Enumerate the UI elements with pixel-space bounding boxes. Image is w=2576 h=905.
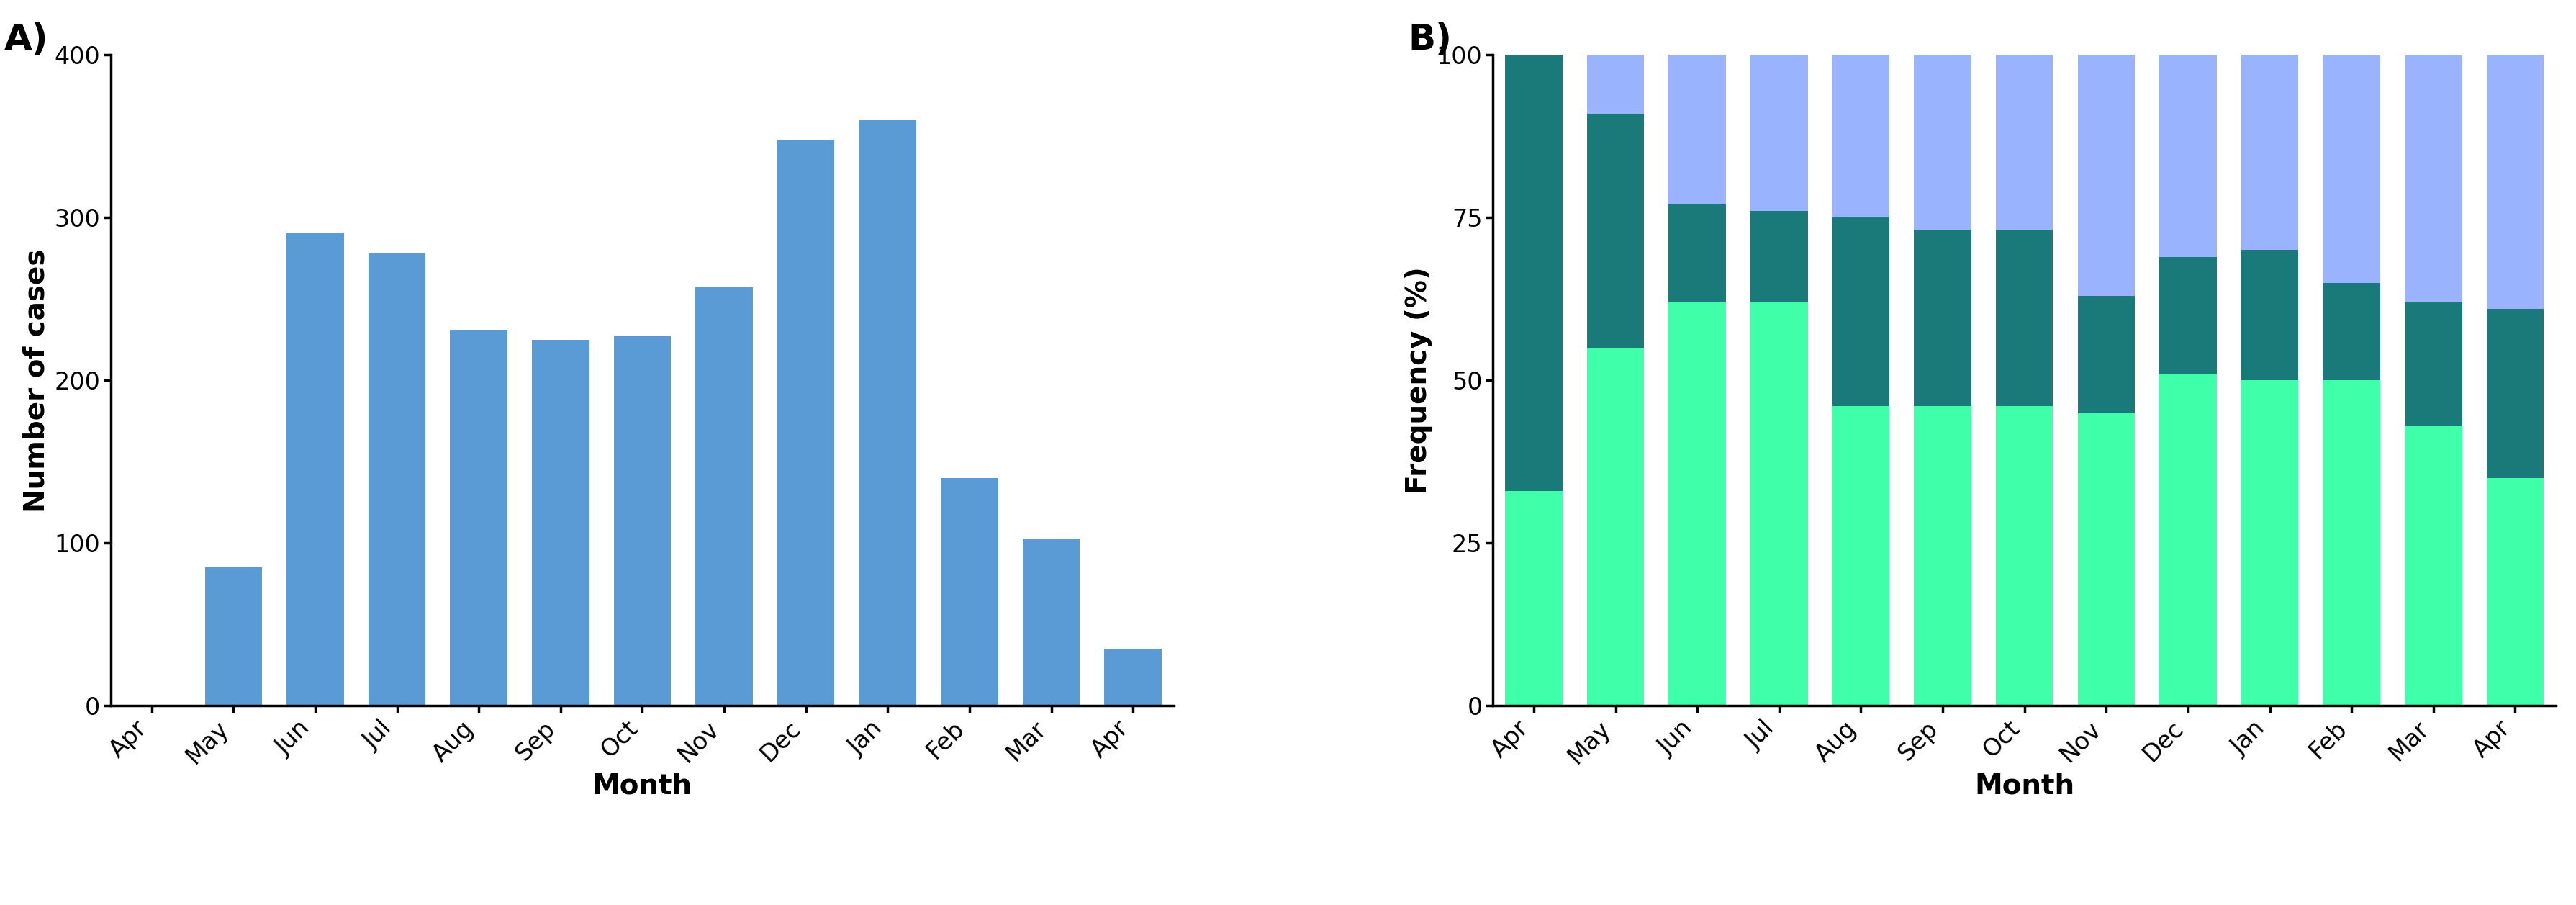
Bar	[1587, 55, 1643, 113]
Bar	[940, 478, 997, 706]
Bar	[204, 567, 263, 706]
Bar	[1752, 302, 1808, 706]
Bar	[1996, 55, 2053, 231]
Bar	[1832, 406, 1888, 706]
Bar	[2079, 55, 2136, 296]
Bar	[696, 288, 752, 706]
Bar	[2159, 55, 2215, 257]
Bar	[2241, 55, 2298, 250]
Bar	[1832, 55, 1888, 217]
Text: B): B)	[1409, 23, 1453, 57]
Y-axis label: Number of cases: Number of cases	[23, 249, 52, 512]
Bar	[1504, 491, 1564, 706]
Bar	[2241, 380, 2298, 706]
Bar	[2486, 309, 2543, 478]
Bar	[1914, 406, 1971, 706]
Bar	[1996, 406, 2053, 706]
Bar	[1832, 217, 1888, 406]
X-axis label: Month: Month	[1973, 772, 2074, 800]
Bar	[2324, 380, 2380, 706]
Bar	[778, 139, 835, 706]
Bar	[1669, 205, 1726, 302]
Bar	[1914, 55, 1971, 231]
Bar	[1023, 538, 1079, 706]
Bar	[1996, 231, 2053, 406]
Bar	[1504, 55, 1564, 491]
Bar	[2406, 302, 2463, 426]
Bar	[451, 330, 507, 706]
Bar	[613, 337, 670, 706]
Bar	[2324, 55, 2380, 282]
Bar	[2241, 250, 2298, 380]
Bar	[1669, 55, 1726, 205]
Bar	[368, 253, 425, 706]
Bar	[2406, 55, 2463, 302]
Bar	[2079, 296, 2136, 413]
Bar	[1914, 231, 1971, 406]
Legend: Internal, Community, Undefined: Internal, Community, Undefined	[1669, 901, 2380, 905]
Bar	[2079, 413, 2136, 706]
Bar	[2159, 374, 2215, 706]
Bar	[2486, 478, 2543, 706]
Bar	[2159, 257, 2215, 374]
Bar	[286, 233, 343, 706]
Bar	[858, 120, 917, 706]
Bar	[1669, 302, 1726, 706]
Text: A): A)	[5, 23, 49, 57]
Y-axis label: Frequency (%): Frequency (%)	[1404, 267, 1432, 494]
Bar	[1587, 348, 1643, 706]
Bar	[1752, 55, 1808, 211]
Bar	[531, 339, 590, 706]
X-axis label: Month: Month	[592, 772, 693, 800]
Bar	[2486, 55, 2543, 309]
Bar	[1587, 113, 1643, 348]
Bar	[2406, 426, 2463, 706]
Bar	[1105, 649, 1162, 706]
Bar	[2324, 282, 2380, 380]
Bar	[1752, 211, 1808, 302]
